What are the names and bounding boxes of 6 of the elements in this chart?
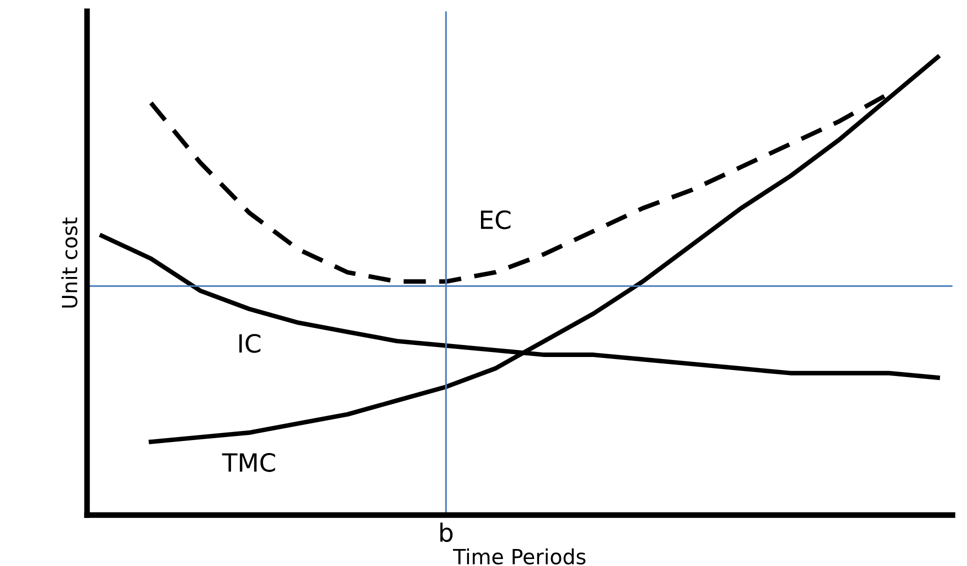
text: b: [440, 522, 453, 542]
y-axis-title: Unit cost: [61, 218, 78, 308]
series-label: IC: [239, 334, 260, 353]
x-axis-title: Time Periods: [453, 548, 586, 565]
series-label: TMC: [222, 453, 276, 472]
series-label: EC: [481, 210, 510, 230]
